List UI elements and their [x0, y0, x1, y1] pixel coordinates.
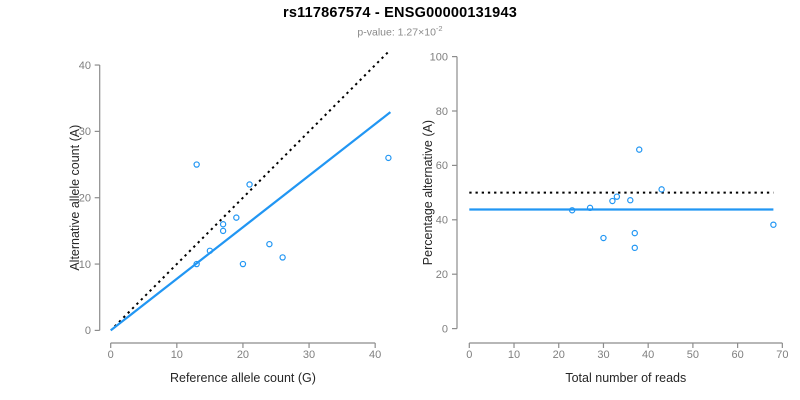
- data-point: [770, 221, 777, 228]
- x-tick-label: 20: [553, 349, 565, 361]
- y-tick-label: 10: [79, 259, 91, 271]
- y-axis-title: Alternative allele count (A): [68, 125, 82, 271]
- x-tick-label: 70: [776, 349, 788, 361]
- x-tick-label: 10: [171, 349, 183, 361]
- x-tick-label: 40: [642, 349, 654, 361]
- y-tick-label: 20: [79, 193, 91, 205]
- data-point: [193, 161, 200, 168]
- data-point: [613, 193, 621, 200]
- data-point: [206, 247, 214, 254]
- y-tick-label: 20: [436, 269, 448, 281]
- x-tick-label: 60: [731, 349, 743, 361]
- data-point: [600, 234, 607, 242]
- data-point: [266, 240, 273, 248]
- y-axis-title: Percentage alternative (A): [421, 120, 435, 265]
- p-value-exponent: -2: [435, 24, 443, 33]
- x-tick-label: 0: [466, 349, 472, 361]
- y-tick-label: 80: [436, 106, 448, 118]
- figure-title: rs117867574 - ENSG00000131943: [283, 5, 517, 21]
- data-point: [568, 207, 576, 214]
- y-tick-label: 0: [85, 325, 91, 337]
- y-tick-label: 100: [430, 51, 448, 63]
- x-tick-label: 30: [597, 349, 609, 361]
- figure-subtitle: p-value: 1.27×10-2: [0, 24, 800, 39]
- data-point: [233, 214, 240, 221]
- data-point: [658, 186, 665, 193]
- x-axis-title: Reference allele count (G): [170, 371, 316, 385]
- data-point: [627, 197, 634, 204]
- x-tick-label: 30: [303, 349, 315, 361]
- data-point: [609, 197, 616, 205]
- data-point: [586, 204, 594, 212]
- x-tick-label: 0: [108, 349, 114, 361]
- x-tick-label: 40: [369, 349, 381, 361]
- data-point: [631, 244, 638, 252]
- data-point: [239, 260, 247, 268]
- y-tick-label: 0: [442, 323, 448, 335]
- x-tick-label: 10: [508, 349, 520, 361]
- data-point: [246, 181, 253, 188]
- data-point: [385, 154, 392, 162]
- data-point: [193, 260, 200, 268]
- fit-line: [110, 111, 392, 332]
- y-tick-label: 40: [79, 60, 91, 72]
- data-point: [636, 146, 643, 153]
- p-value-text: p-value: 1.27×10: [357, 26, 436, 39]
- x-tick-label: 50: [687, 349, 699, 361]
- x-axis-title: Total number of reads: [565, 371, 686, 385]
- data-point: [279, 254, 286, 261]
- y-tick-label: 40: [436, 215, 448, 227]
- data-point: [631, 229, 638, 237]
- y-tick-label: 30: [79, 126, 91, 138]
- x-tick-label: 20: [237, 349, 249, 361]
- y-tick-label: 60: [436, 160, 448, 172]
- data-point: [219, 227, 227, 235]
- data-point: [219, 221, 227, 228]
